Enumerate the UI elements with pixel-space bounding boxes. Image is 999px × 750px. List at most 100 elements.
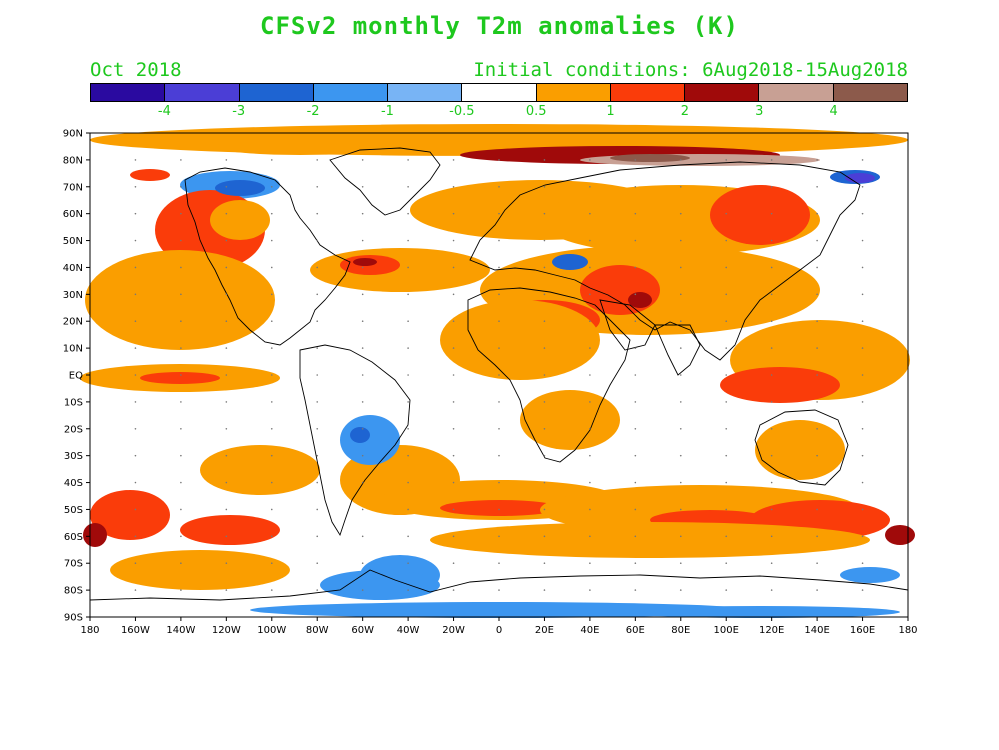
coast-africa — [467, 287, 631, 463]
lon-tick-label: 0 — [496, 625, 502, 636]
grid-dot — [407, 535, 409, 538]
grid-dot — [316, 320, 319, 323]
colorbar-tick-label: 4 — [829, 104, 838, 119]
grid-dot — [679, 508, 682, 511]
grid-dot — [270, 374, 273, 376]
grid-dot — [543, 266, 546, 269]
grid-dot — [180, 589, 182, 591]
grid-dot — [725, 454, 728, 457]
grid-dot — [361, 159, 364, 161]
grid-dot — [816, 589, 818, 591]
grid-dot — [816, 454, 818, 457]
grid-dot — [361, 535, 364, 538]
lat-tick-label: 10N — [63, 344, 83, 355]
grid-dot — [589, 320, 591, 323]
grid-dot — [770, 427, 773, 430]
grid-dot — [543, 185, 546, 188]
lon-tick-label: 180 — [898, 625, 917, 636]
grid-dot — [452, 212, 455, 215]
lat-tick-label: 80S — [64, 586, 83, 597]
grid-dot — [543, 427, 546, 430]
grid-dot — [861, 293, 864, 296]
grid-dot — [407, 239, 409, 242]
grid-dot — [679, 374, 682, 376]
anomaly-region — [83, 523, 107, 547]
grid-dot — [180, 347, 182, 349]
grid-dot — [861, 481, 864, 484]
grid-dot — [498, 239, 500, 242]
grid-dot — [861, 589, 864, 591]
grid-dot — [498, 185, 500, 188]
anomaly-region — [755, 420, 845, 480]
grid-dot — [225, 427, 228, 430]
grid-dot — [498, 320, 500, 323]
colorbar-tick-label: 0.5 — [525, 104, 547, 119]
grid-dot — [361, 185, 364, 188]
grid-dot — [816, 401, 818, 403]
grid-dot — [589, 266, 591, 269]
grid-dot — [407, 481, 409, 484]
grid-dot — [316, 589, 319, 591]
grid-dot — [634, 212, 637, 215]
grid-dot — [316, 293, 319, 296]
grid-dot — [589, 185, 591, 188]
grid-dot — [498, 401, 500, 403]
grid-dot — [180, 185, 182, 188]
grid-dot — [180, 562, 182, 565]
grid-dot — [543, 320, 546, 323]
grid-dot — [498, 508, 500, 511]
grid-dot — [816, 320, 818, 323]
grid-dot — [543, 293, 546, 296]
grid-dot — [634, 535, 637, 538]
grid-dot — [361, 320, 364, 323]
grid-dot — [270, 159, 273, 161]
colorbar-swatch — [388, 84, 463, 101]
lat-tick-label: 50N — [63, 236, 83, 247]
colorbar-swatch — [91, 84, 166, 101]
grid-dot — [543, 562, 546, 565]
grid-dot — [589, 347, 591, 349]
grid-dot — [816, 374, 818, 376]
grid-dot — [452, 589, 455, 591]
grid-dot — [634, 589, 637, 591]
grid-dot — [634, 374, 637, 376]
grid-dot — [180, 239, 182, 242]
grid-dot — [498, 481, 500, 484]
grid-dot — [407, 347, 409, 349]
grid-dot — [407, 401, 409, 403]
lat-tick-label: 20S — [64, 424, 83, 435]
grid-dot — [270, 212, 273, 215]
grid-dot — [816, 266, 818, 269]
grid-dot — [407, 293, 409, 296]
grid-dot — [407, 266, 409, 269]
grid-dot — [861, 185, 864, 188]
grid-dot — [407, 185, 409, 188]
grid-dot — [180, 159, 182, 161]
lon-axis: 180 160W 140W 120W 100W 80W 60W 40W 20W 0 20E 40E 60… — [80, 617, 918, 636]
grid-dot — [498, 266, 500, 269]
grid-dot — [225, 454, 228, 457]
grid-dot — [225, 481, 228, 484]
anomaly-region — [710, 185, 810, 245]
initial-conditions-label: Initial conditions: 6Aug2018-15Aug2018 — [473, 59, 908, 81]
chart-title: CFSv2 monthly T2m anomalies (K) — [260, 12, 739, 40]
grid-dot — [770, 159, 773, 161]
anomaly-region — [200, 445, 320, 495]
month-label: Oct 2018 — [90, 59, 182, 81]
grid-dot — [270, 185, 273, 188]
grid-dot — [634, 185, 637, 188]
grid-dot — [770, 347, 773, 349]
grid-dot — [816, 212, 818, 215]
grid-dot — [679, 212, 682, 215]
grid-dot — [452, 159, 455, 161]
grid-dot — [498, 159, 500, 161]
grid-dot — [407, 508, 409, 511]
grid-dot — [180, 374, 182, 376]
grid-dot — [861, 212, 864, 215]
grid-dot — [270, 481, 273, 484]
grid-dot — [861, 401, 864, 403]
lat-tick-label: 80N — [63, 155, 83, 166]
grid-dot — [770, 535, 773, 538]
grid-dot — [861, 562, 864, 565]
grid-dot — [361, 454, 364, 457]
